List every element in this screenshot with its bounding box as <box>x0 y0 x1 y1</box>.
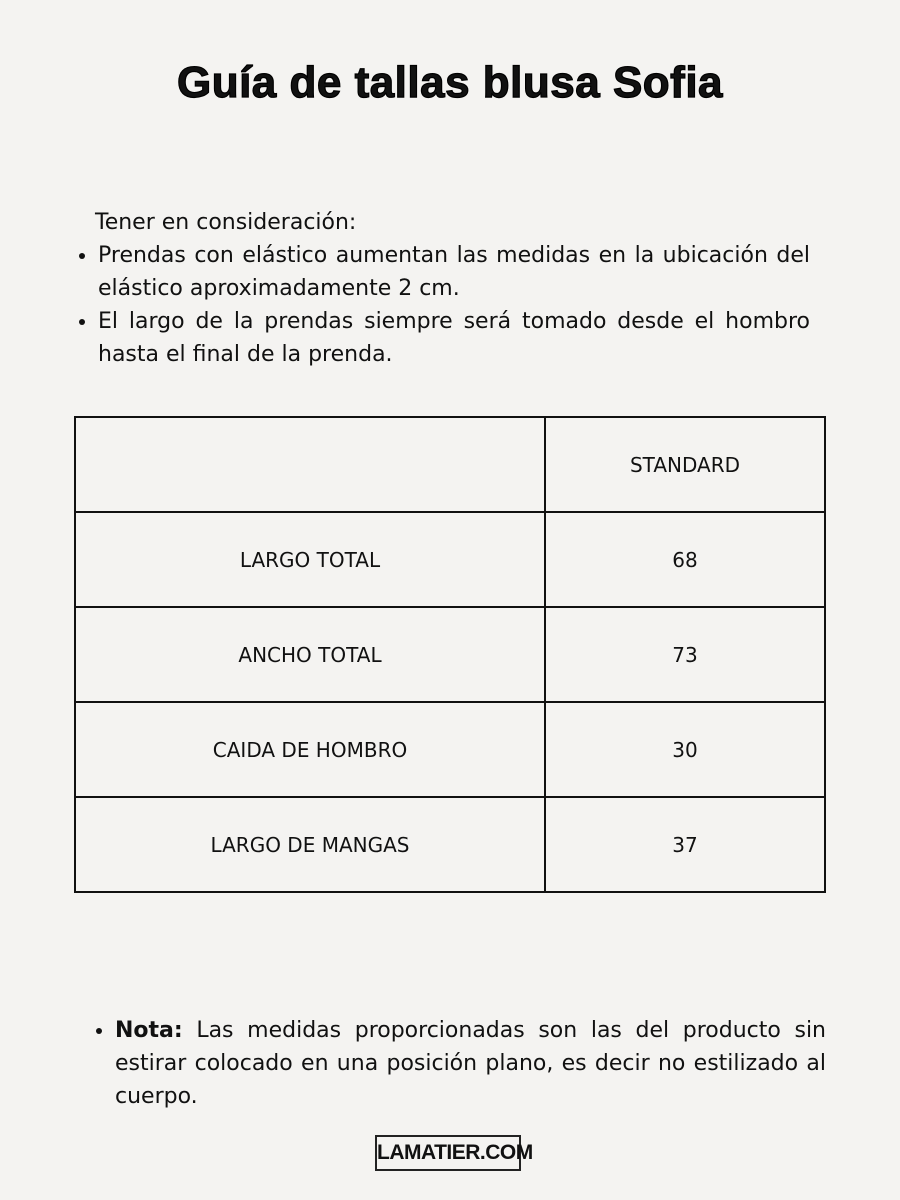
table-row: LARGO DE MANGAS 37 <box>74 796 826 893</box>
table-header-cell: STANDARD <box>544 416 826 513</box>
list-item: Prendas con elástico aumentan las medida… <box>98 239 810 305</box>
considerations-list: Prendas con elástico aumentan las medida… <box>78 239 810 371</box>
considerations: Tener en consideración: Prendas con elás… <box>78 206 810 371</box>
table-row: ANCHO TOTAL 73 <box>74 606 826 703</box>
measure-label: LARGO DE MANGAS <box>74 796 546 893</box>
measure-value: 30 <box>544 701 826 798</box>
measure-label: ANCHO TOTAL <box>74 606 546 703</box>
measure-label: LARGO TOTAL <box>74 511 546 608</box>
considerations-heading: Tener en consideración: <box>95 210 357 235</box>
measure-value: 37 <box>544 796 826 893</box>
table-row: CAIDA DE HOMBRO 30 <box>74 701 826 798</box>
list-item: El largo de la prendas siempre será toma… <box>98 305 810 371</box>
page-title: Guía de tallas blusa Sofia <box>176 57 724 107</box>
table-row: LARGO TOTAL 68 <box>74 511 826 608</box>
table-header-row: STANDARD <box>74 416 826 513</box>
table-header-cell <box>74 416 546 513</box>
note-list: Nota: Las medidas proporcionadas son las… <box>95 1014 826 1113</box>
size-table: STANDARD LARGO TOTAL 68 ANCHO TOTAL 73 C… <box>74 416 826 893</box>
measure-value: 73 <box>544 606 826 703</box>
measure-label: CAIDA DE HOMBRO <box>74 701 546 798</box>
note: Nota: Las medidas proporcionadas son las… <box>95 1014 826 1113</box>
note-label: Nota: <box>115 1018 183 1043</box>
list-item: Nota: Las medidas proporcionadas son las… <box>115 1014 826 1113</box>
website-label: LAMATIER.COM <box>375 1135 533 1171</box>
note-text: Las medidas proporcionadas son las del p… <box>115 1018 826 1109</box>
measure-value: 68 <box>544 511 826 608</box>
